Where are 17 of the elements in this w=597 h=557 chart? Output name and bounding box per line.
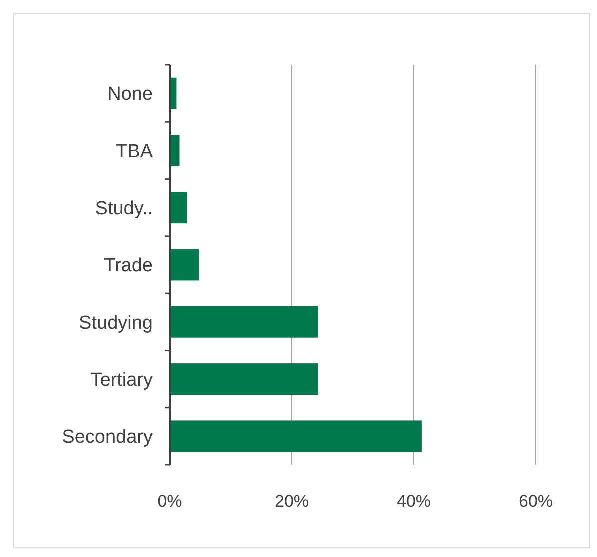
x-tick-label: 60% [518, 492, 554, 511]
x-tick-label: 20% [274, 492, 310, 511]
bar [170, 249, 200, 281]
y-tick-label: Trade [104, 256, 153, 277]
bar [170, 135, 180, 166]
bar [170, 306, 318, 338]
y-tick-label: Tertiary [90, 370, 154, 391]
bar [170, 364, 318, 395]
x-tick-label: 0% [158, 492, 182, 511]
y-tick-label: Studying [79, 312, 153, 334]
y-tick-label: Study.. [95, 198, 153, 220]
y-tick-label: TBA [116, 141, 154, 162]
bar [170, 420, 422, 452]
y-tick-label: None [108, 84, 153, 106]
y-tick-label: Secondary [62, 427, 154, 448]
x-tick-label: 40% [396, 492, 432, 511]
bar [170, 192, 188, 224]
